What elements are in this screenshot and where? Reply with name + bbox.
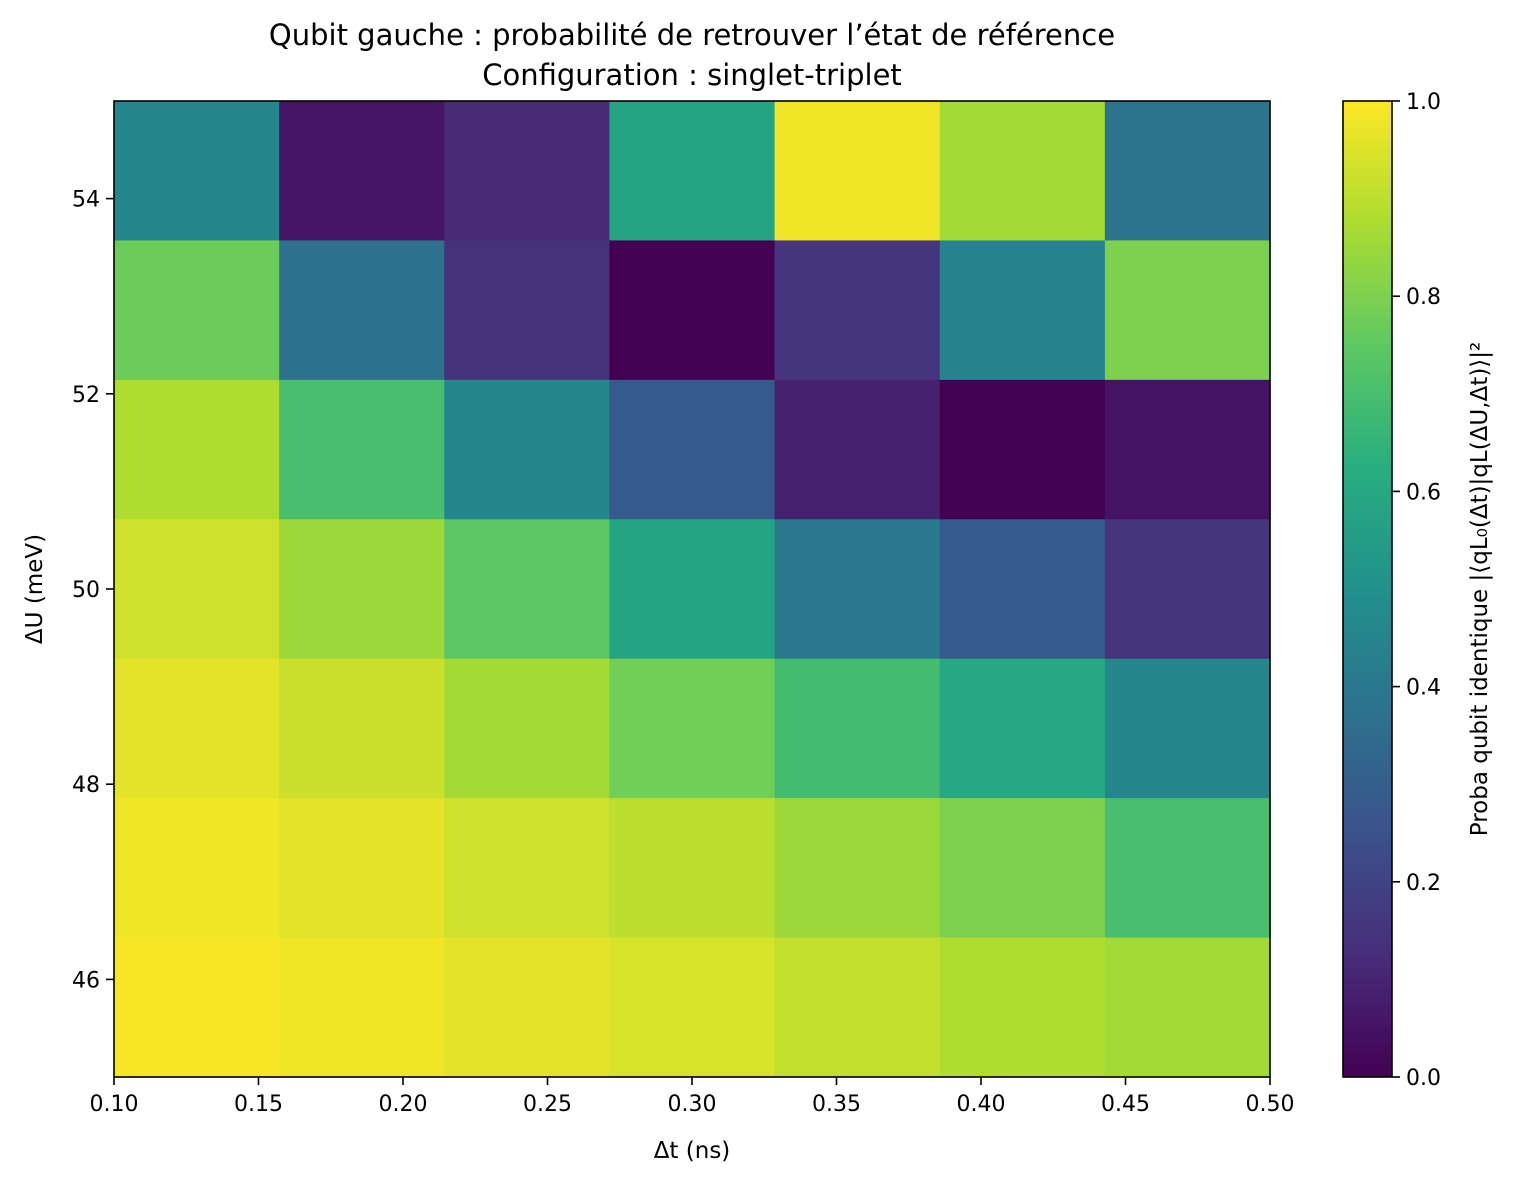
heatmap-cell [444, 937, 611, 1078]
x-tick-label: 0.30 [668, 1092, 717, 1117]
x-tick-label: 0.40 [957, 1092, 1006, 1117]
heatmap-cell [939, 101, 1106, 242]
heatmap-cell [1104, 379, 1271, 520]
heatmap-cell [444, 798, 611, 939]
colorbar-tick-label: 0.2 [1406, 871, 1441, 896]
heatmap-cell [774, 101, 941, 242]
heatmap-cell [774, 379, 941, 520]
heatmap-cell [444, 379, 611, 520]
y-axis-label: ΔU (meV) [22, 534, 48, 644]
heatmap-cell [609, 658, 776, 799]
heatmap-cell [279, 937, 445, 1078]
heatmap-cell [774, 519, 941, 660]
colorbar-tick-label: 0.8 [1406, 285, 1441, 310]
heatmap-cell [279, 519, 445, 660]
colorbar-tick-label: 0.0 [1406, 1066, 1441, 1091]
heatmap-cell [279, 658, 445, 799]
heatmap-cells [114, 101, 1271, 1078]
x-axis-label: Δt (ns) [654, 1138, 731, 1164]
heatmap-cell [609, 798, 776, 939]
heatmap-cell [939, 658, 1106, 799]
heatmap-cell [279, 379, 445, 520]
colorbar-label: Proba qubit identique |⟨qL₀(Δt)|qL(ΔU,Δt… [1467, 342, 1493, 837]
heatmap-cell [1104, 101, 1271, 242]
colorbar-ticks: 0.0 0.2 0.4 0.6 0.8 1.0 [1392, 90, 1441, 1091]
y-tick-label: 52 [72, 383, 100, 408]
heatmap-cell [939, 240, 1106, 381]
y-tick-label: 46 [72, 968, 100, 993]
x-tick-label: 0.25 [523, 1092, 572, 1117]
chart-title: Qubit gauche : probabilité de retrouver … [269, 18, 1115, 52]
heatmap-cell [1104, 240, 1271, 381]
colorbar-tick-label: 0.4 [1406, 676, 1441, 701]
heatmap-cell [939, 379, 1106, 520]
heatmap-cell [774, 798, 941, 939]
x-tick-label: 0.35 [812, 1092, 861, 1117]
heatmap-cell [114, 798, 280, 939]
y-tick-label: 50 [72, 578, 100, 603]
heatmap-cell [114, 379, 280, 520]
y-tick-label: 48 [72, 773, 100, 798]
heatmap-cell [444, 101, 611, 242]
x-tick-label: 0.20 [379, 1092, 428, 1117]
heatmap-cell [939, 937, 1106, 1078]
heatmap-cell [609, 101, 776, 242]
x-tick-label: 0.15 [234, 1092, 283, 1117]
heatmap-cell [1104, 658, 1271, 799]
heatmap-cell [279, 240, 445, 381]
heatmap-cell [609, 519, 776, 660]
heatmap-cell [939, 798, 1106, 939]
heatmap-cell [114, 937, 280, 1078]
colorbar-tick-label: 1.0 [1406, 90, 1441, 115]
heatmap-cell [774, 937, 941, 1078]
heatmap-cell [939, 519, 1106, 660]
heatmap-cell [279, 798, 445, 939]
y-tick-label: 54 [72, 188, 100, 213]
heatmap-cell [1104, 937, 1271, 1078]
y-axis-ticks: 46 48 50 52 54 [72, 188, 114, 993]
heatmap-cell [1104, 798, 1271, 939]
heatmap-cell [609, 240, 776, 381]
heatmap-cell [444, 519, 611, 660]
colorbar [1342, 100, 1393, 1078]
heatmap-cell [774, 658, 941, 799]
x-tick-label: 0.50 [1246, 1092, 1295, 1117]
colorbar-tick-label: 0.6 [1406, 480, 1441, 505]
heatmap-cell [774, 240, 941, 381]
heatmap-cell [1104, 519, 1271, 660]
heatmap-cell [114, 519, 280, 660]
heatmap-cell [444, 240, 611, 381]
heatmap-cell [114, 240, 280, 381]
x-tick-label: 0.45 [1101, 1092, 1150, 1117]
heatmap-cell [609, 379, 776, 520]
heatmap-cell [444, 658, 611, 799]
x-tick-label: 0.10 [90, 1092, 139, 1117]
heatmap-cell [609, 937, 776, 1078]
x-axis-ticks: 0.10 0.15 0.20 0.25 0.30 0.35 0.40 0.45 0.50 [90, 1077, 1295, 1117]
heatmap-cell [114, 658, 280, 799]
heatmap-cell [279, 101, 445, 242]
heatmap-cell [114, 101, 280, 242]
chart-subtitle: Configuration : singlet-triplet [482, 58, 902, 92]
